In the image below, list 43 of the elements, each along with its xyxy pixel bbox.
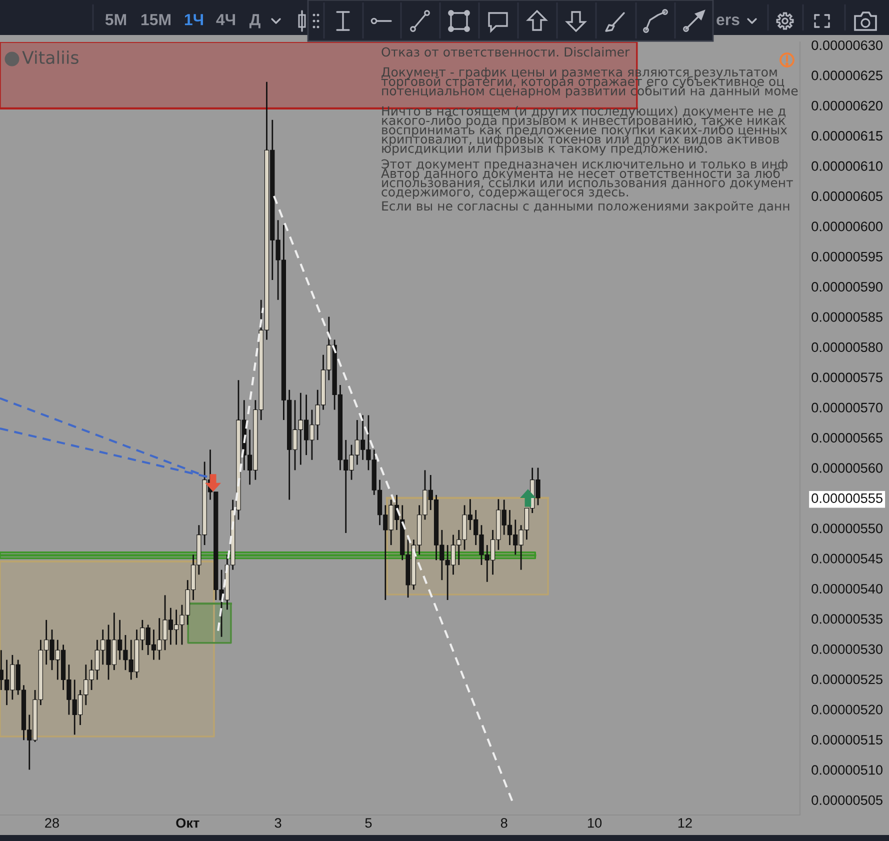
text: 4Ч [216, 14, 235, 26]
y-tick-label: 0.00000570 [812, 402, 882, 412]
text: 5M [105, 14, 126, 26]
x-tick-label: Окт [176, 818, 200, 828]
y-tick-label: 0.00000550 [812, 524, 882, 534]
text: ers [716, 16, 740, 26]
y-tick-label: 0.00000545 [812, 554, 882, 564]
y-tick-label: 0.00000585 [812, 312, 882, 322]
x-tick-label: 3 [274, 818, 282, 828]
annotation: Если вы не согласны с данными положениями закройте данн [382, 201, 790, 214]
annotation: Отказ от ответственности. Disclaimer [382, 47, 630, 57]
x-tick-label: 12 [678, 818, 692, 828]
y-tick-label: 0.00000560 [812, 463, 882, 473]
y-tick-label: 0.00000590 [812, 282, 882, 292]
y-tick-label: 0.00000515 [812, 734, 882, 745]
y-tick-label: 0.00000520 [812, 704, 882, 714]
y-tick-label: 0.00000535 [812, 614, 882, 624]
y-tick-label: 0.00000610 [812, 161, 882, 171]
y-tick-label: 0.00000620 [812, 100, 882, 110]
text: 15M [141, 14, 170, 26]
y-tick-label: 0.00000575 [812, 372, 882, 382]
annotation: Этот документ предназначен исключительно и только в инф Автор данного документа не несет ответственности за люб использования, ссылки или использования данного документ содержимого, содержащегося здесь. [381, 159, 793, 199]
text: 1Ч [184, 14, 203, 26]
y-tick-label: 0.00000510 [812, 765, 882, 775]
y-tick-label: 0.00000525 [812, 674, 882, 684]
y-tick-label: 0.00000555 [812, 493, 882, 504]
y-tick-label: 0.00000505 [812, 795, 882, 805]
x-tick-label: 28 [45, 818, 59, 828]
y-tick-label: 0.00000605 [812, 191, 882, 202]
y-tick-label: 0.00000615 [812, 131, 882, 141]
y-tick-label: 0.00000530 [812, 644, 882, 654]
y-tick-label: 0.00000540 [812, 584, 882, 594]
x-tick-label: 10 [588, 818, 602, 828]
y-tick-label: 0.00000630 [812, 40, 882, 50]
y-tick-label: 0.00000580 [812, 342, 882, 352]
text: Д [249, 14, 260, 28]
y-tick-label: 0.00000565 [812, 432, 882, 443]
y-tick-label: 0.00000600 [812, 222, 882, 232]
x-tick-label: 5 [365, 818, 372, 828]
annotation: Vitaliis [22, 50, 78, 64]
x-tick-label: 8 [500, 818, 508, 828]
y-tick-label: 0.00000625 [812, 70, 882, 80]
y-tick-label: 0.00000595 [812, 252, 882, 262]
